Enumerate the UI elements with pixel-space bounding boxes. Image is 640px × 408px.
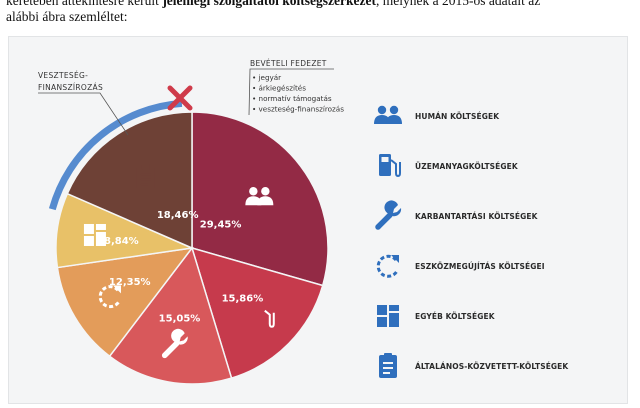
- loss-financing-label-line1: VESZTESÉG-: [38, 71, 88, 80]
- document-line-1-bold: jelenlegi szolgáltatói költségszerkezet: [162, 0, 376, 8]
- document-line-1-end: , melynek a 2015-ös adatait az: [376, 0, 541, 8]
- cross-icon: [167, 85, 193, 111]
- slice-clipboard-icon: [136, 164, 155, 190]
- document-line-1: keretében áttekintésre került jelenlegi …: [6, 0, 540, 9]
- pie-value-label-egyeb-koltsegek: 8,84%: [104, 236, 139, 247]
- revenue-coverage-item: • normatív támogatás: [252, 94, 332, 103]
- revenue-coverage-item: • veszteség-finanszírozás: [252, 105, 344, 114]
- legend-item-uzemanyagkoltsegek: ÜZEMANYAGKÖLTSÉGEK: [379, 154, 519, 178]
- legend-label: ÁLTALÁNOS-KÖZVETETT-KÖLTSÉGEK: [415, 362, 569, 371]
- document-line-2: alábbi ábra szemléltet:: [6, 9, 128, 24]
- legend-label: HUMÁN KÖLTSÉGEK: [415, 112, 500, 121]
- revenue-coverage-list: • jegyár • árkiegészítés• normatív támoga…: [252, 73, 344, 114]
- loss-financing-leader-line: [38, 92, 129, 136]
- legend-wrench-icon: [375, 200, 402, 230]
- legend-item-altalanos-kozvetett-koltsegek: ÁLTALÁNOS-KÖZVETETT-KÖLTSÉGEK: [379, 353, 569, 378]
- pie-slice-eszkozmegujitas-koltsegei: [56, 246, 194, 358]
- legend-label: ÜZEMANYAGKÖLTSÉGEK: [415, 162, 519, 171]
- pie-value-labels: 29,45% 15,86% 15,05% 12,35% 8,84% 18,46%: [104, 210, 263, 325]
- revenue-coverage-item: • jegyár: [252, 73, 281, 82]
- pie-value-label-eszkozmegujitas-koltsegei: 12,35%: [109, 277, 151, 288]
- revenue-coverage-leader-line: [248, 68, 334, 116]
- slice-grid-icon: [83, 223, 106, 246]
- loss-financing-label-line2: FINANSZÍROZÁS: [38, 83, 103, 92]
- legend-label: ESZKÖZMEGÚJÍTÁS KÖLTSÉGEI: [415, 262, 545, 271]
- legend-fuel-pump-icon: [379, 154, 401, 178]
- legend: HUMÁN KÖLTSÉGEK ÜZEMANYAGKÖLTSÉGEK KARBANT…: [374, 105, 569, 378]
- loss-financing-arc: [48, 99, 183, 211]
- legend-item-human-koltsegek: HUMÁN KÖLTSÉGEK: [374, 105, 500, 124]
- slice-refresh-icon: [98, 285, 121, 309]
- pie-slices: [55, 111, 329, 385]
- pie-slice-altalanos-kozvetett-koltsegek: [66, 111, 193, 250]
- document-line-1-start: keretében áttekintésre került: [6, 0, 163, 8]
- legend-clipboard-icon: [379, 353, 397, 378]
- pie-value-label-altalanos-kozvetett-koltsegek: 18,46%: [157, 210, 199, 221]
- legend-label: KARBANTARTÁSI KÖLTSÉGEK: [415, 212, 539, 221]
- pie-value-label-uzemanyagkoltsegek: 15,86%: [222, 294, 264, 305]
- legend-item-karbantartasi-koltsegek: KARBANTARTÁSI KÖLTSÉGEK: [375, 200, 539, 230]
- legend-grid-icon: [377, 305, 399, 327]
- legend-item-eszkozmegujitas-koltsegei: ESZKÖZMEGÚJÍTÁS KÖLTSÉGEI: [376, 254, 545, 278]
- revenue-coverage-item: • árkiegészítés: [252, 84, 306, 93]
- pie-value-label-karbantartasi-koltsegek: 15,05%: [159, 314, 201, 325]
- slice-people-icon: [245, 187, 274, 206]
- legend-item-egyeb-koltsegek: EGYÉB KÖLTSÉGEK: [377, 305, 496, 327]
- revenue-coverage-title: BEVÉTELI FEDEZET: [250, 59, 327, 68]
- legend-label: EGYÉB KÖLTSÉGEK: [415, 312, 496, 321]
- pie-value-label-human-koltsegek: 29,45%: [200, 219, 242, 230]
- legend-people-icon: [374, 105, 402, 124]
- slice-fuel-pump-icon: [252, 304, 275, 328]
- pie-slice-icons: [83, 164, 275, 359]
- slice-wrench-icon: [161, 328, 188, 359]
- legend-refresh-icon: [376, 254, 399, 278]
- pie-slice-karbantartasi-koltsegek: [108, 246, 233, 385]
